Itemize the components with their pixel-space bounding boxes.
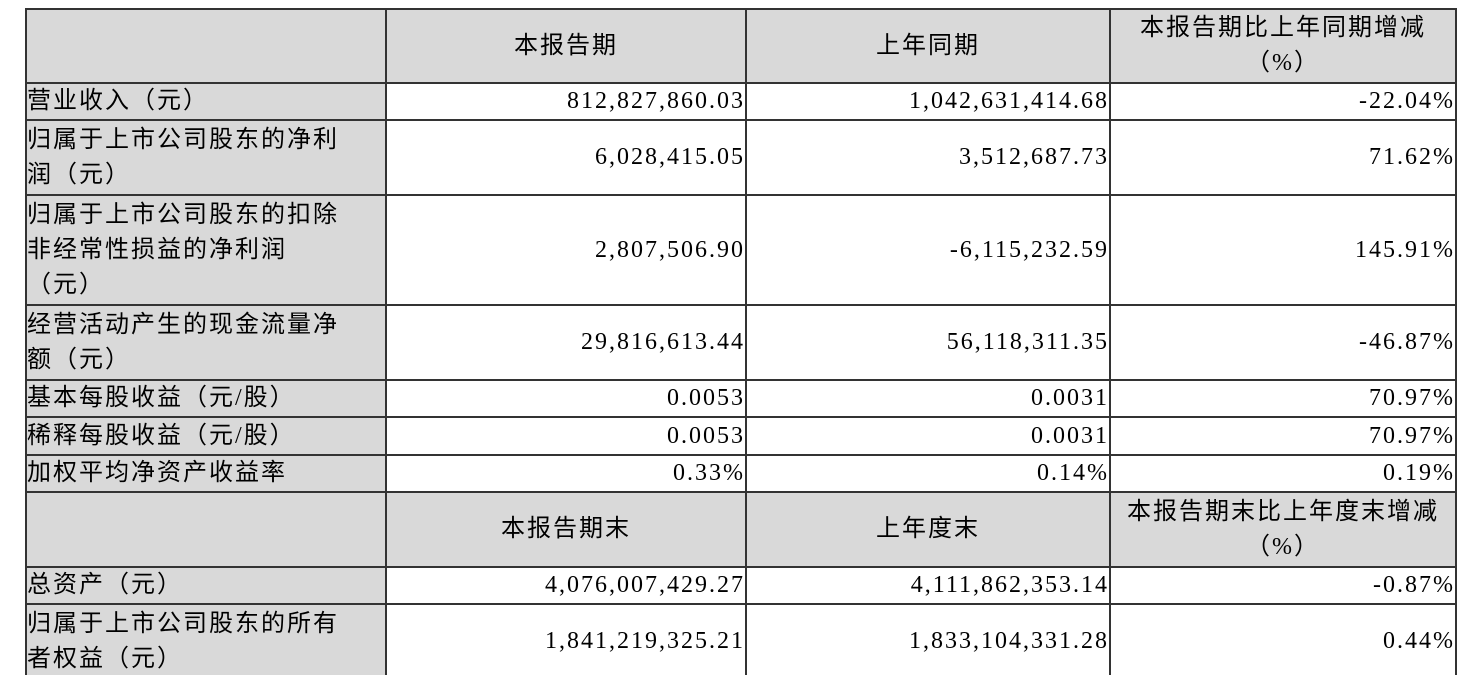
- row-label: 稀释每股收益（元/股）: [25, 416, 387, 456]
- row-value-prior: 4,111,862,353.14: [745, 566, 1111, 605]
- row-value-current: 1,841,219,325.21: [385, 603, 747, 675]
- row-value-prior: 3,512,687.73: [745, 119, 1111, 196]
- row-value-change: 70.97%: [1109, 416, 1457, 456]
- row-value-current: 29,816,613.44: [385, 304, 747, 381]
- period-end-header-row: 本报告期末 上年度末 本报告期末比上年度末增减 （%）: [25, 491, 1457, 568]
- header-prior-period: 上年同期: [745, 8, 1111, 84]
- row-value-change: 71.62%: [1109, 119, 1457, 196]
- header-period-end-change: 本报告期末比上年度末增减 （%）: [1109, 491, 1457, 568]
- row-label: 归属于上市公司股东的净利 润（元）: [25, 119, 387, 196]
- row-value-current: 2,807,506.90: [385, 194, 747, 306]
- row-value-prior: 0.0031: [745, 416, 1111, 456]
- row-value-prior: 1,833,104,331.28: [745, 603, 1111, 675]
- row-value-change: 70.97%: [1109, 379, 1457, 418]
- table-row-shareholders-equity: 归属于上市公司股东的所有 者权益（元） 1,841,219,325.21 1,8…: [25, 603, 1457, 675]
- header-prior-year-end: 上年度末: [745, 491, 1111, 568]
- row-value-current: 0.0053: [385, 379, 747, 418]
- row-value-change: 0.44%: [1109, 603, 1457, 675]
- row-label: 归属于上市公司股东的扣除 非经常性损益的净利润 （元）: [25, 194, 387, 306]
- row-value-change: 0.19%: [1109, 454, 1457, 493]
- row-label: 加权平均净资产收益率: [25, 454, 387, 493]
- period-header-row: 本报告期 上年同期 本报告期比上年同期增减 （%）: [25, 8, 1457, 84]
- row-label: 经营活动产生的现金流量净 额（元）: [25, 304, 387, 381]
- table-row-weighted-roe: 加权平均净资产收益率 0.33% 0.14% 0.19%: [25, 454, 1457, 493]
- table-row-total-assets: 总资产（元） 4,076,007,429.27 4,111,862,353.14…: [25, 566, 1457, 605]
- key-financials-table: 本报告期 上年同期 本报告期比上年同期增减 （%） 营业收入（元） 812,82…: [25, 8, 1457, 675]
- row-value-change: -22.04%: [1109, 82, 1457, 121]
- header-current-period-end: 本报告期末: [385, 491, 747, 568]
- row-value-prior: 1,042,631,414.68: [745, 82, 1111, 121]
- row-value-prior: 56,118,311.35: [745, 304, 1111, 381]
- row-label: 基本每股收益（元/股）: [25, 379, 387, 418]
- header-period-change: 本报告期比上年同期增减 （%）: [1109, 8, 1457, 84]
- row-value-prior: 0.14%: [745, 454, 1111, 493]
- table-row-basic-eps: 基本每股收益（元/股） 0.0053 0.0031 70.97%: [25, 379, 1457, 418]
- row-value-current: 6,028,415.05: [385, 119, 747, 196]
- table-row-diluted-eps: 稀释每股收益（元/股） 0.0053 0.0031 70.97%: [25, 416, 1457, 456]
- row-label: 归属于上市公司股东的所有 者权益（元）: [25, 603, 387, 675]
- row-value-change: -46.87%: [1109, 304, 1457, 381]
- table-row-net-profit-excl-nonrecurring: 归属于上市公司股东的扣除 非经常性损益的净利润 （元） 2,807,506.90…: [25, 194, 1457, 306]
- header-current-period: 本报告期: [385, 8, 747, 84]
- row-value-current: 812,827,860.03: [385, 82, 747, 121]
- row-value-current: 4,076,007,429.27: [385, 566, 747, 605]
- row-value-change: -0.87%: [1109, 566, 1457, 605]
- row-value-prior: 0.0031: [745, 379, 1111, 418]
- row-value-prior: -6,115,232.59: [745, 194, 1111, 306]
- row-value-current: 0.0053: [385, 416, 747, 456]
- row-value-current: 0.33%: [385, 454, 747, 493]
- row-value-change: 145.91%: [1109, 194, 1457, 306]
- table-row-net-profit: 归属于上市公司股东的净利 润（元） 6,028,415.05 3,512,687…: [25, 119, 1457, 196]
- table-row-operating-cash-flow: 经营活动产生的现金流量净 额（元） 29,816,613.44 56,118,3…: [25, 304, 1457, 381]
- table-row-revenue: 营业收入（元） 812,827,860.03 1,042,631,414.68 …: [25, 82, 1457, 121]
- row-label: 总资产（元）: [25, 566, 387, 605]
- header-empty-cell: [25, 491, 387, 568]
- row-label: 营业收入（元）: [25, 82, 387, 121]
- header-empty-cell: [25, 8, 387, 84]
